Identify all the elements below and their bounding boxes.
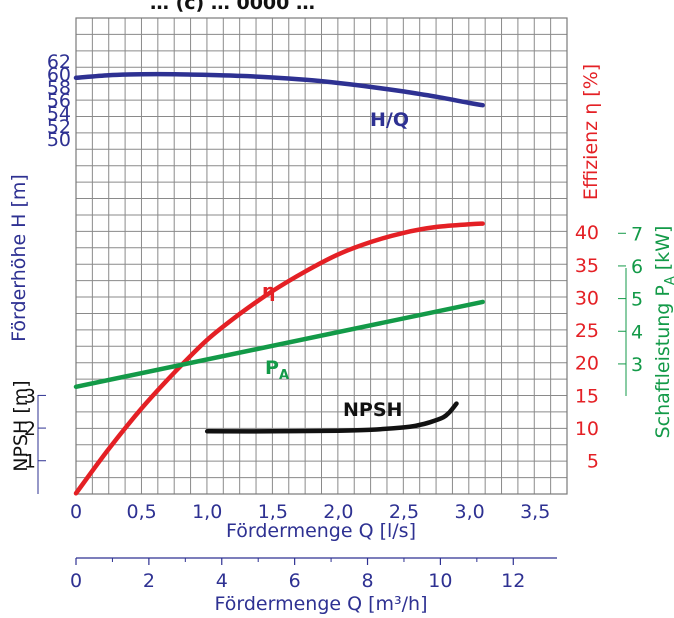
power-axis-title-unit: [kW]	[652, 226, 674, 277]
npsh-tick-label: 3	[24, 385, 36, 407]
power-tick-label: 4	[631, 321, 643, 343]
curves-layer	[73, 71, 485, 496]
flow-ls-tick-label: 1,0	[192, 501, 222, 523]
pa-curve-label-main: P	[265, 357, 279, 379]
head-tick-label: 62	[47, 51, 71, 73]
power-axis-title: Schaftleistung PA [kW]	[652, 226, 674, 439]
pa-curve-label: PA	[265, 357, 289, 383]
plot-frame	[75, 17, 568, 495]
hq-curve	[73, 71, 485, 108]
npsh-curve-label: NPSH	[343, 399, 402, 421]
efficiency-axis: Effizienz η [%] 5 10 15 20 25 30 35 40	[575, 64, 602, 473]
flow-m3h-tick-label: 6	[289, 570, 301, 592]
head-tick-label: 52	[47, 116, 71, 138]
flow-ls-tick-label: 3,0	[454, 501, 484, 523]
efficiency-tick-label: 15	[575, 385, 599, 407]
flow-m3h-tick-label: 12	[501, 570, 525, 592]
efficiency-tick-label: 20	[575, 353, 599, 375]
npsh-tick-label: 2	[24, 418, 36, 440]
power-axis: Schaftleistung PA [kW] 3 4 5 6 7	[618, 223, 674, 438]
power-tick-label: 7	[631, 223, 643, 245]
head-axis-title: Förderhöhe H [m]	[8, 174, 30, 342]
efficiency-tick-label: 40	[575, 222, 599, 244]
eta-curve-label: η	[262, 280, 276, 302]
efficiency-tick-label: 30	[575, 287, 599, 309]
flow-m3h-axis-title: Fördermenge Q [m³/h]	[215, 593, 428, 615]
efficiency-tick-label: 10	[575, 418, 599, 440]
efficiency-tick-label: 25	[575, 320, 599, 342]
efficiency-axis-title: Effizienz η [%]	[580, 64, 602, 200]
flow-m3h-tick-label: 4	[216, 570, 228, 592]
efficiency-tick-label: 5	[587, 451, 599, 473]
power-curve	[73, 299, 485, 390]
chart-grid	[76, 18, 567, 494]
head-tick-label: 60	[47, 64, 71, 86]
flow-ls-tick-label: 1,5	[258, 501, 288, 523]
npsh-curve	[204, 401, 459, 434]
chart-header-fragment: … (c) … 0000 …	[150, 0, 315, 14]
flow-m3h-tick-label: 0	[70, 570, 82, 592]
efficiency-curve	[73, 221, 485, 496]
flow-m3h-tick-label: 8	[361, 570, 373, 592]
flow-ls-tick-label: 2,5	[389, 501, 419, 523]
npsh-tick-label: 1	[24, 451, 36, 473]
head-tick-label: 58	[47, 77, 71, 99]
power-tick-label: 5	[631, 289, 643, 311]
flow-ls-tick-label: 0,5	[126, 501, 156, 523]
head-tick-label: 50	[47, 129, 71, 151]
power-tick-label: 6	[631, 256, 643, 278]
head-tick-label: 56	[47, 90, 71, 112]
flow-m3h-tick-label: 2	[143, 570, 155, 592]
flow-ls-tick-label: 0	[70, 501, 82, 523]
npsh-axis: NPSH [m] 1 2 3	[10, 380, 46, 494]
power-axis-title-main: Schaftleistung P	[652, 285, 674, 438]
power-tick-label: 3	[631, 354, 643, 376]
power-axis-title-sub: A	[663, 276, 674, 285]
head-tick-label: 54	[47, 103, 71, 125]
npsh-axis-title: NPSH [m]	[10, 380, 32, 471]
flow-ls-tick-label: 3,5	[520, 501, 550, 523]
flow-m3h-tick-label: 10	[428, 570, 452, 592]
efficiency-tick-label: 35	[575, 255, 599, 277]
flow-ls-axis-title: Fördermenge Q [l/s]	[226, 520, 416, 542]
hq-curve-label: H/Q	[370, 109, 409, 131]
flow-ls-axis: Fördermenge Q [l/s] 0 0,5 1,0 1,5 2,0 2,5 3,0 3…	[70, 501, 550, 542]
pa-curve-label-sub: A	[279, 368, 289, 383]
flow-ls-tick-label: 2,0	[323, 501, 353, 523]
flow-m3h-axis: Fördermenge Q [m³/h] 0 2 4 6 8 10 12	[70, 557, 557, 615]
